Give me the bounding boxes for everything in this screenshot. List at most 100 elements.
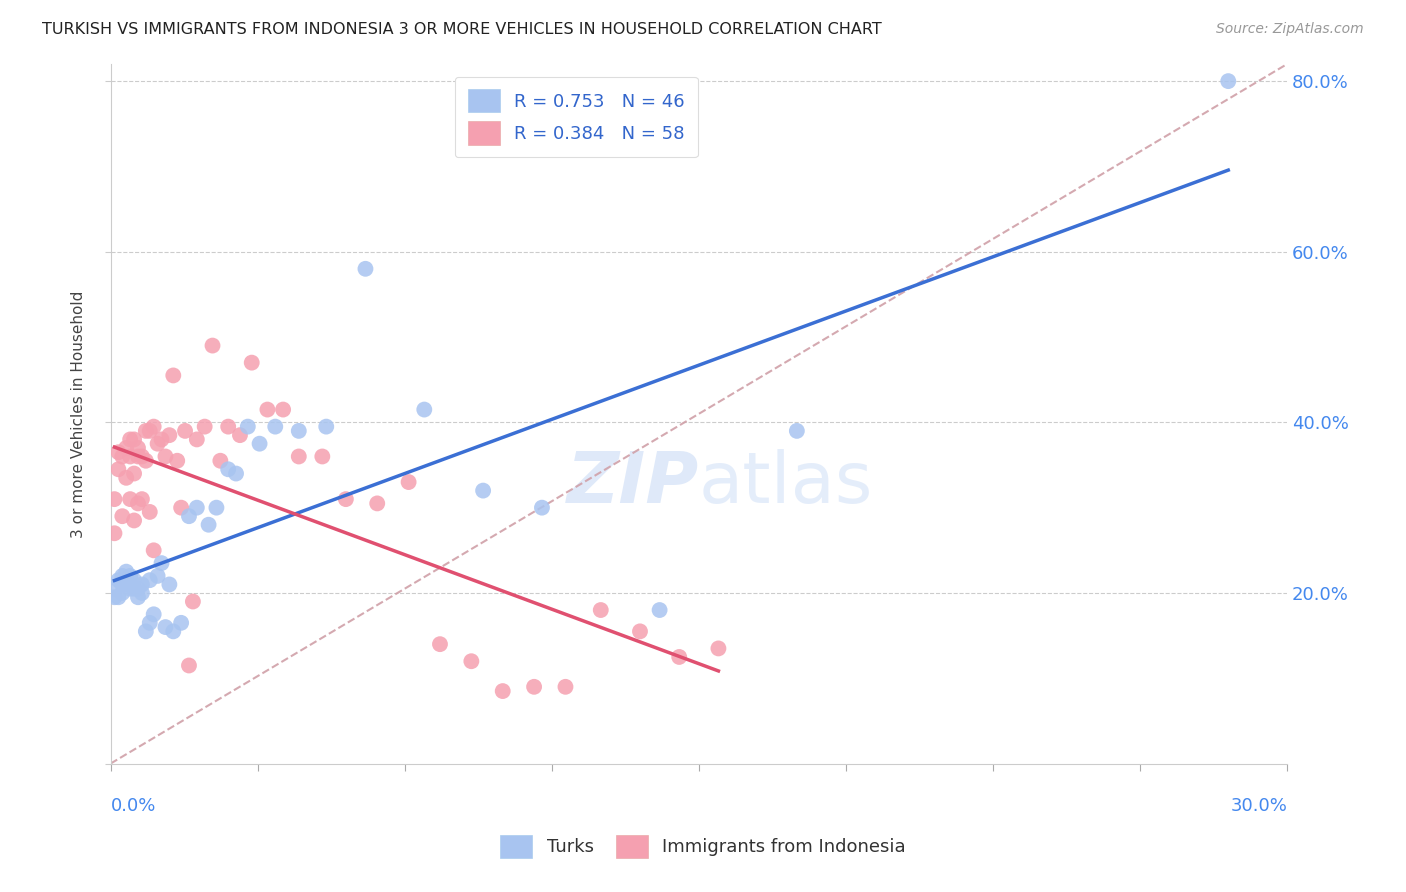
Point — [103, 582, 125, 596]
Text: 30.0%: 30.0% — [1230, 797, 1286, 815]
Text: ZIP: ZIP — [567, 450, 699, 518]
Point — [111, 569, 134, 583]
Point — [177, 509, 200, 524]
Point — [186, 500, 208, 515]
Point — [472, 483, 495, 498]
Point — [139, 573, 162, 587]
Point — [150, 556, 173, 570]
Point — [127, 496, 149, 510]
Point — [131, 492, 153, 507]
Text: atlas: atlas — [699, 450, 873, 518]
Point — [249, 436, 271, 450]
Point — [135, 454, 157, 468]
Point — [354, 261, 377, 276]
Point — [264, 419, 287, 434]
Point — [142, 607, 165, 622]
Point — [628, 624, 651, 639]
Point — [271, 402, 294, 417]
Point — [103, 492, 125, 507]
Text: TURKISH VS IMMIGRANTS FROM INDONESIA 3 OR MORE VEHICLES IN HOUSEHOLD CORRELATION: TURKISH VS IMMIGRANTS FROM INDONESIA 3 O… — [42, 22, 882, 37]
Point — [240, 356, 263, 370]
Point — [122, 513, 145, 527]
Point — [135, 424, 157, 438]
Point — [139, 424, 162, 438]
Point — [413, 402, 436, 417]
Point — [429, 637, 451, 651]
Point — [115, 471, 138, 485]
Point — [1218, 74, 1240, 88]
Point — [107, 573, 129, 587]
Point — [554, 680, 576, 694]
Point — [127, 441, 149, 455]
Point — [107, 462, 129, 476]
Point — [120, 433, 142, 447]
Point — [668, 649, 690, 664]
Point — [157, 577, 180, 591]
Point — [120, 582, 142, 596]
Point — [707, 641, 730, 656]
Point — [217, 462, 239, 476]
Point — [162, 368, 184, 383]
Point — [103, 526, 125, 541]
Point — [107, 445, 129, 459]
Point — [135, 624, 157, 639]
Point — [150, 433, 173, 447]
Point — [236, 419, 259, 434]
Point — [111, 577, 134, 591]
Point — [115, 441, 138, 455]
Point — [120, 492, 142, 507]
Point — [648, 603, 671, 617]
Point — [229, 428, 252, 442]
Point — [177, 658, 200, 673]
Point — [225, 467, 247, 481]
Point — [201, 338, 224, 352]
Point — [288, 450, 311, 464]
Point — [146, 436, 169, 450]
Point — [131, 577, 153, 591]
Point — [217, 419, 239, 434]
Point — [139, 615, 162, 630]
Point — [311, 450, 333, 464]
Point — [366, 496, 388, 510]
Point — [115, 565, 138, 579]
Point — [523, 680, 546, 694]
Point — [111, 509, 134, 524]
Point — [120, 569, 142, 583]
Point — [122, 582, 145, 596]
Point — [146, 569, 169, 583]
Point — [205, 500, 228, 515]
Point — [209, 454, 232, 468]
Point — [170, 615, 193, 630]
Legend: Turks, Immigrants from Indonesia: Turks, Immigrants from Indonesia — [492, 828, 914, 865]
Point — [186, 433, 208, 447]
Point — [131, 586, 153, 600]
Point — [170, 500, 193, 515]
Text: Source: ZipAtlas.com: Source: ZipAtlas.com — [1216, 22, 1364, 37]
Point — [256, 402, 278, 417]
Point — [103, 591, 125, 605]
Point — [157, 428, 180, 442]
Point — [142, 543, 165, 558]
Point — [398, 475, 420, 489]
Point — [181, 594, 204, 608]
Point — [122, 573, 145, 587]
Point — [127, 450, 149, 464]
Point — [142, 419, 165, 434]
Point — [122, 433, 145, 447]
Point — [335, 492, 357, 507]
Point — [492, 684, 515, 698]
Point — [315, 419, 337, 434]
Point — [120, 450, 142, 464]
Point — [155, 620, 177, 634]
Point — [197, 517, 219, 532]
Point — [166, 454, 188, 468]
Point — [111, 586, 134, 600]
Point — [139, 505, 162, 519]
Point — [530, 500, 553, 515]
Legend: R = 0.753   N = 46, R = 0.384   N = 58: R = 0.753 N = 46, R = 0.384 N = 58 — [456, 77, 697, 157]
Point — [194, 419, 217, 434]
Y-axis label: 3 or more Vehicles in Household: 3 or more Vehicles in Household — [72, 290, 86, 538]
Text: 0.0%: 0.0% — [111, 797, 156, 815]
Point — [111, 450, 134, 464]
Point — [131, 450, 153, 464]
